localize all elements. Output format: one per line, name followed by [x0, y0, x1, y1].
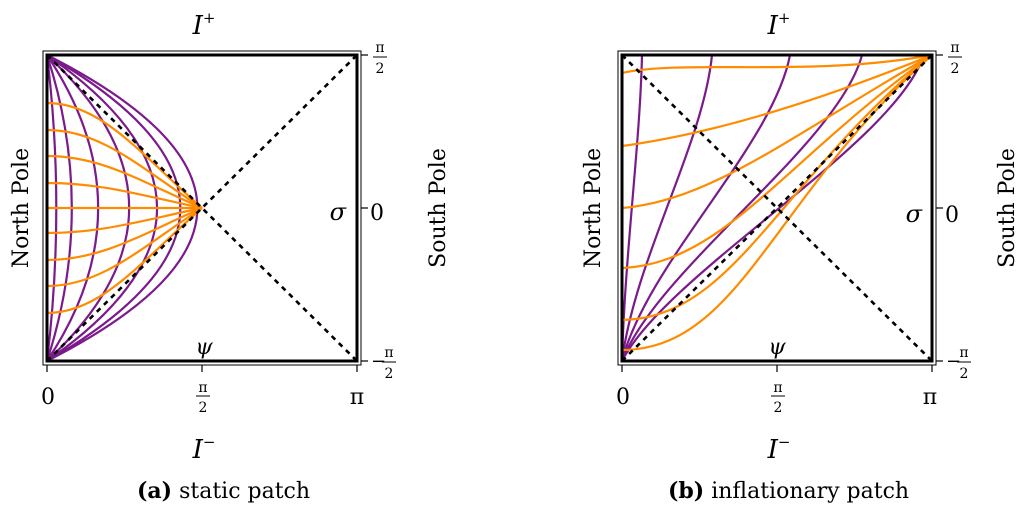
- panel-a-orange-curve: [46, 206, 203, 235]
- panel-a: I+ I− North Pole South Pole ψ σ 0 π 2 π …: [9, 9, 451, 465]
- panel-b-orange-curve: [621, 53, 933, 75]
- panel-a-bottom-label: I−: [192, 433, 216, 465]
- panel-a-ytick-bottom-den: 2: [385, 366, 394, 382]
- panel-b-caption: (b) inflationary patch: [668, 478, 909, 504]
- panel-a-north-pole-label: North Pole: [9, 148, 34, 268]
- panel-b-south-pole-label: South Pole: [995, 148, 1020, 268]
- panel-b-psi-label: ψ: [768, 335, 786, 360]
- panel-a-ytick-zero: 0: [370, 201, 384, 226]
- panel-a-orange-curve: [46, 101, 203, 209]
- panel-b-xtick-half-num: π: [773, 380, 782, 396]
- panel-a-orange-curve: [46, 207, 203, 288]
- panel-a-caption-text: static patch: [179, 479, 311, 504]
- panel-b-caption-letter: (b): [668, 478, 705, 504]
- panel-a-xtick-half-num: π: [198, 380, 207, 396]
- panel-b-frame: [620, 53, 934, 363]
- panel-a-diagonal-down: [46, 54, 358, 362]
- panel-b-xtick-half-den: 2: [774, 400, 783, 416]
- panel-a-xtick-half-den: 2: [199, 400, 208, 416]
- panel-a-null-diagonals: [46, 54, 358, 362]
- panel-a-orange-curve: [46, 207, 203, 315]
- panel-a-curves: [45, 54, 203, 362]
- panel-b-top-label: I+: [767, 9, 791, 41]
- panel-b-orange-curve: [621, 54, 933, 322]
- panel-b: I+ I− North Pole South Pole ψ σ 0 π 2 π …: [581, 9, 1020, 465]
- panel-a-ytick-top-num: π: [375, 40, 384, 56]
- panel-a-orange-curve: [46, 181, 203, 210]
- panel-b-ytick-top-den: 2: [951, 61, 960, 77]
- panel-b-orange-curve: [621, 53, 933, 148]
- panel-b-ytick-bottom-num: π: [959, 345, 968, 361]
- panel-a-frame: [45, 53, 359, 363]
- panel-a-psi-label: ψ: [195, 335, 213, 360]
- panel-a-orange-curve: [46, 154, 203, 210]
- panel-b-orange-curve: [621, 54, 933, 210]
- panel-a-south-pole-label: South Pole: [426, 148, 451, 268]
- panel-b-orange-curve: [621, 54, 933, 270]
- panel-b-null-diagonals: [621, 54, 933, 362]
- panel-a-caption-letter: (a): [137, 478, 173, 504]
- panel-a-top-label: I+: [192, 9, 216, 41]
- panel-b-ytick-zero: 0: [945, 203, 959, 228]
- panel-a-xtick-0: 0: [41, 385, 55, 410]
- panel-b-bottom-label: I−: [767, 433, 791, 465]
- panel-a-orange-curve: [46, 128, 203, 209]
- panel-a-sigma-label: σ: [330, 198, 347, 226]
- panel-b-curves: [620, 53, 933, 362]
- panel-b-purple-curve: [620, 54, 864, 362]
- panel-b-ticks: [621, 54, 943, 372]
- panel-a-diagonal-up: [46, 54, 358, 362]
- panel-b-ytick-bottom-den: 2: [960, 366, 969, 382]
- panel-a-orange-curve: [46, 206, 203, 262]
- panel-a-ytick-top-den: 2: [376, 61, 385, 77]
- panel-a-xtick-pi: π: [350, 385, 364, 410]
- panel-b-north-pole-label: North Pole: [581, 148, 606, 268]
- panel-b-purple-curve: [621, 54, 926, 362]
- panel-b-diagonal-up: [621, 54, 933, 362]
- panel-b-ytick-top-num: π: [950, 40, 959, 56]
- panel-b-ytick-bottom-sign: −: [946, 351, 961, 372]
- panel-b-sigma-label: σ: [906, 200, 923, 228]
- panel-a-ticks: [46, 54, 368, 372]
- panel-b-purple-curve: [620, 54, 792, 362]
- panel-b-diagonal-down: [621, 54, 933, 362]
- panel-a-caption: (a) static patch: [137, 478, 310, 504]
- panel-b-caption-text: inflationary patch: [711, 479, 910, 504]
- panel-a-ytick-bottom-sign: −: [371, 351, 386, 372]
- panel-b-xtick-pi: π: [923, 385, 937, 410]
- panel-a-ytick-bottom-num: π: [384, 345, 393, 361]
- panel-b-xtick-0: 0: [616, 385, 630, 410]
